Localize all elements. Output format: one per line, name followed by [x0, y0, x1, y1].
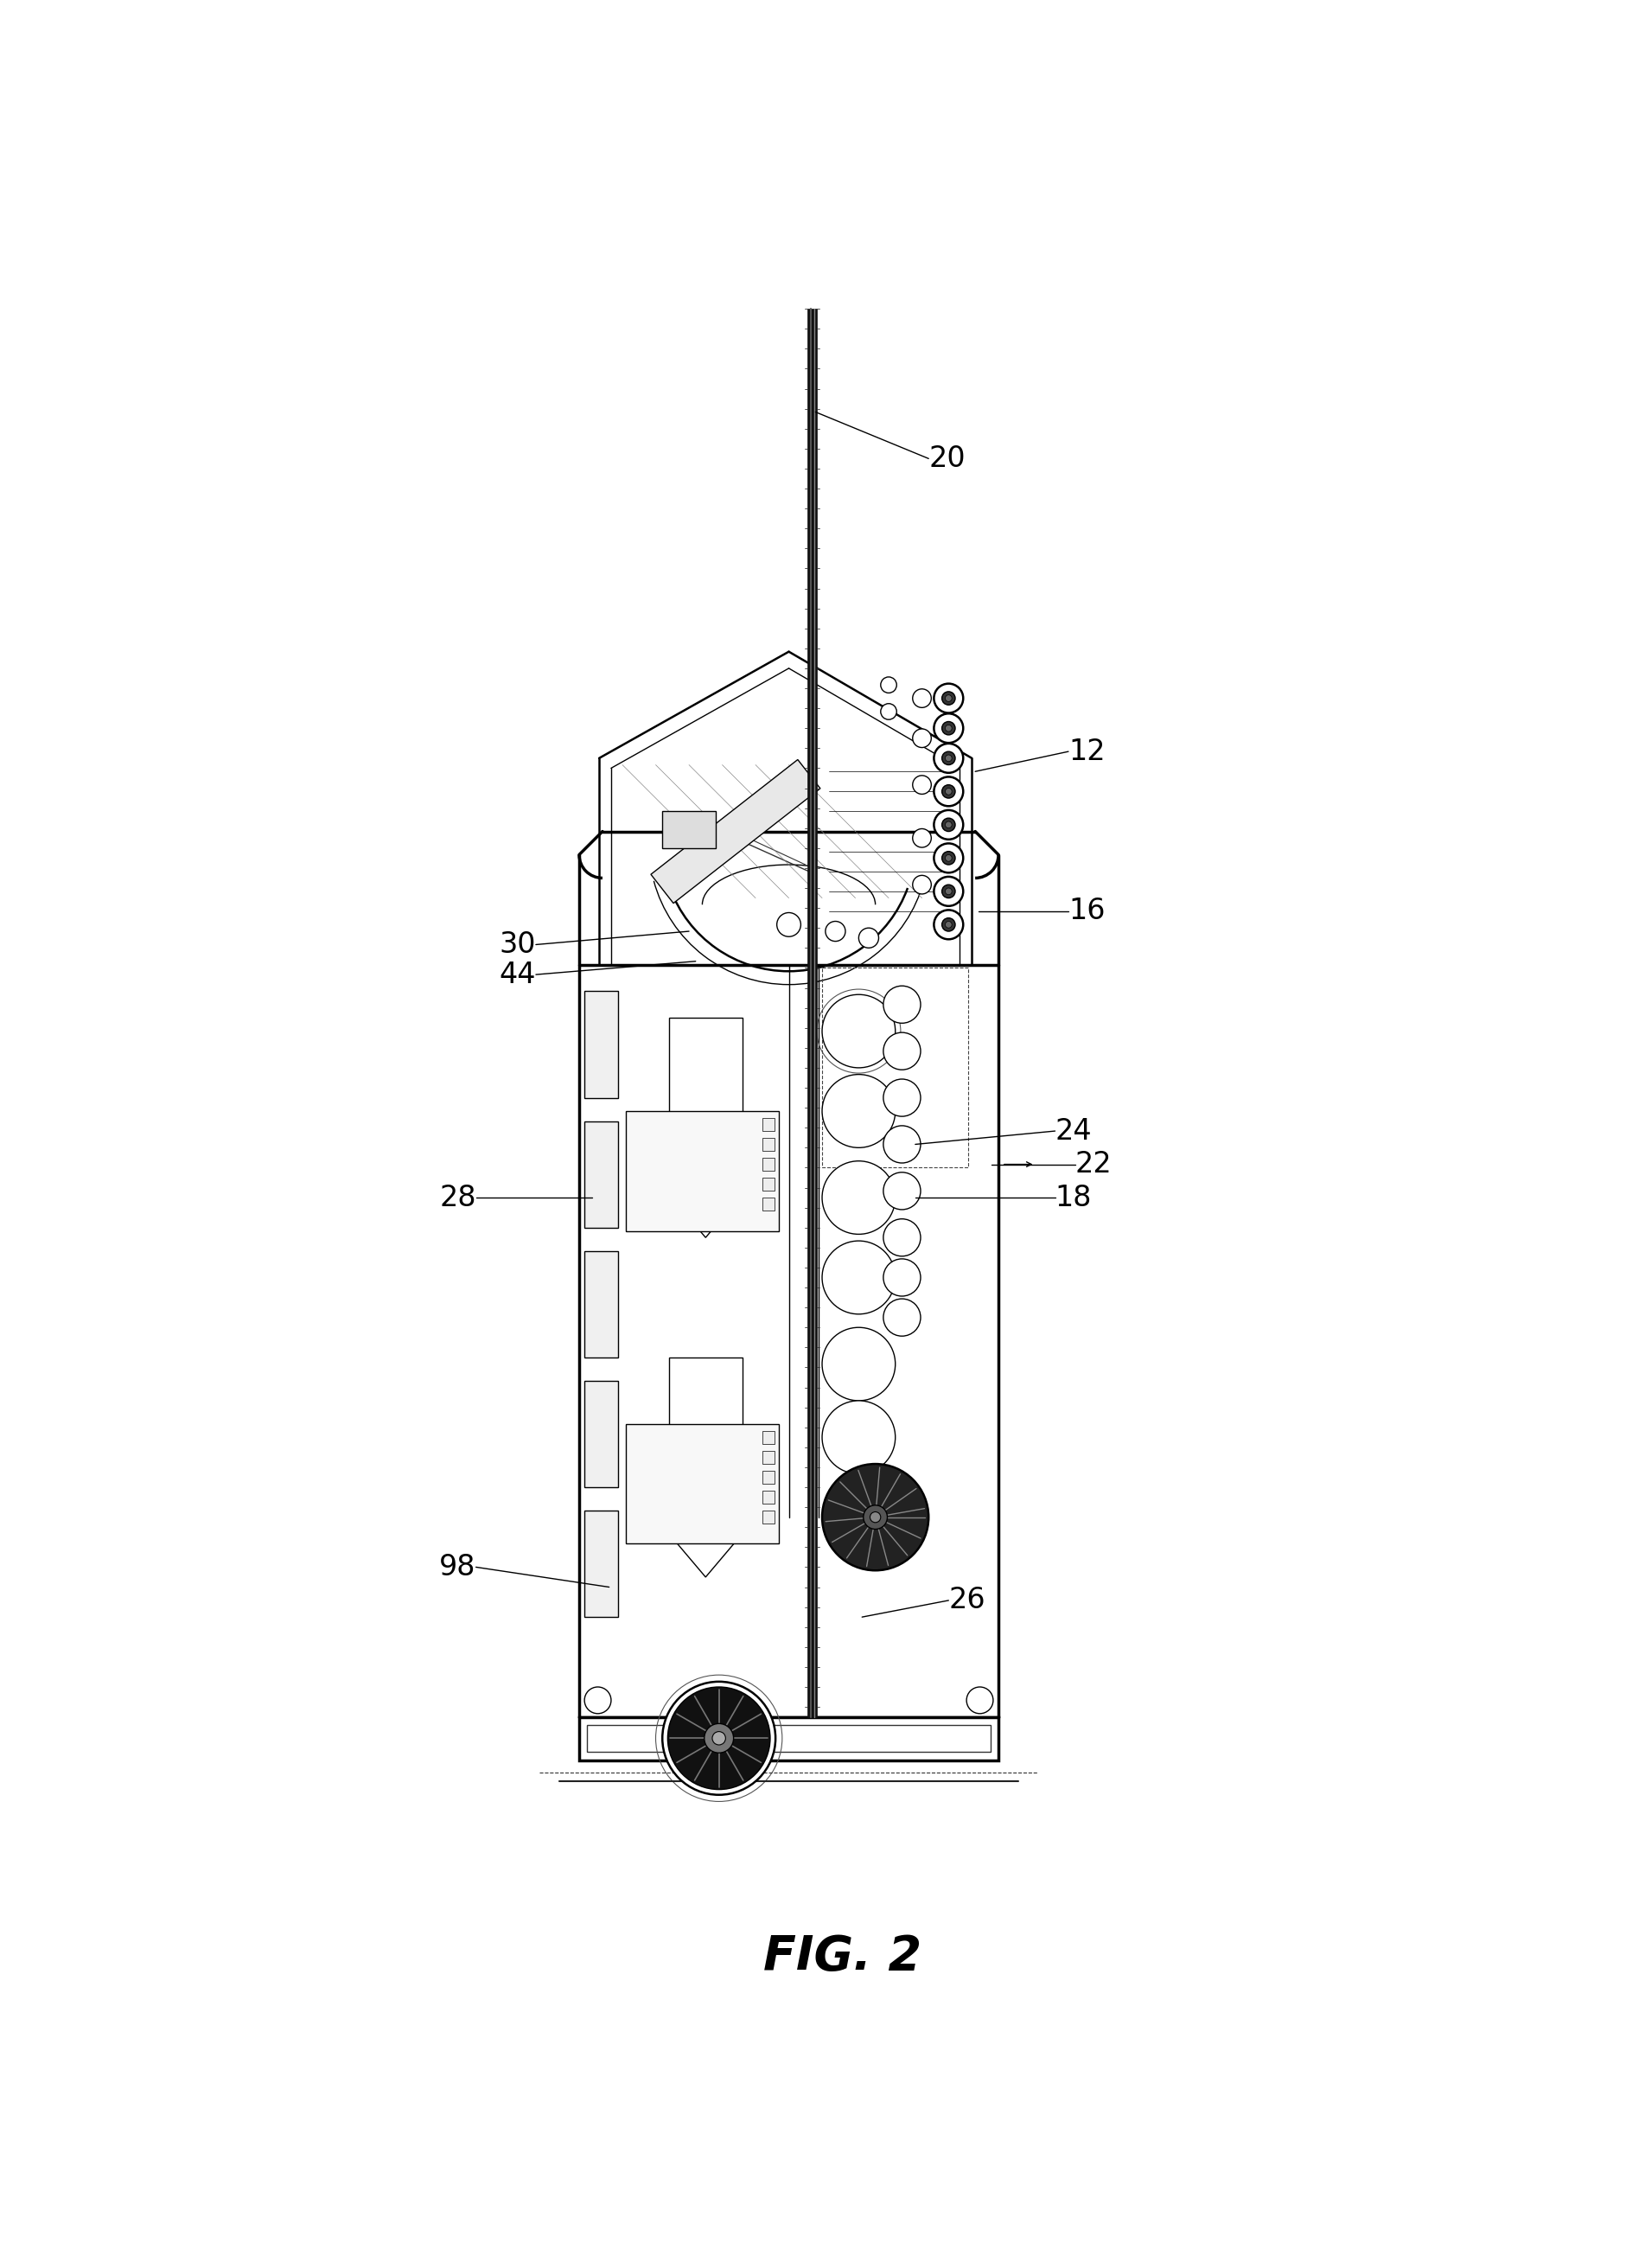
Bar	[762, 1490, 775, 1504]
Bar	[762, 1431, 775, 1445]
Bar	[808, 308, 818, 1717]
Circle shape	[822, 1327, 895, 1402]
Bar	[762, 1118, 775, 1132]
Text: FIG. 2: FIG. 2	[763, 1932, 921, 1980]
Circle shape	[946, 889, 952, 894]
Bar	[822, 968, 969, 1168]
Circle shape	[913, 828, 931, 848]
Circle shape	[663, 1681, 775, 1794]
Circle shape	[946, 694, 952, 701]
Bar	[579, 1717, 999, 1760]
Bar	[762, 1157, 775, 1170]
Circle shape	[668, 1687, 770, 1789]
Circle shape	[776, 912, 801, 937]
Text: 16: 16	[1068, 898, 1105, 925]
Circle shape	[883, 1300, 921, 1336]
Circle shape	[913, 728, 931, 748]
Circle shape	[967, 1687, 994, 1715]
Circle shape	[934, 744, 964, 773]
Text: 28: 28	[439, 1184, 475, 1211]
Circle shape	[913, 689, 931, 708]
Circle shape	[864, 1506, 887, 1529]
Bar	[670, 1018, 742, 1150]
Circle shape	[934, 844, 964, 873]
Circle shape	[934, 810, 964, 839]
Circle shape	[822, 1075, 895, 1148]
Circle shape	[943, 919, 956, 932]
Circle shape	[822, 996, 895, 1068]
Circle shape	[859, 928, 878, 948]
Circle shape	[870, 1513, 880, 1522]
Circle shape	[934, 683, 964, 712]
Circle shape	[946, 855, 952, 862]
Circle shape	[946, 921, 952, 928]
Bar	[762, 1452, 775, 1463]
Circle shape	[943, 751, 956, 764]
Circle shape	[883, 987, 921, 1023]
Circle shape	[883, 1080, 921, 1116]
Circle shape	[704, 1724, 734, 1753]
Polygon shape	[651, 760, 821, 903]
Bar	[587, 1726, 990, 1753]
Circle shape	[883, 1032, 921, 1070]
Bar	[670, 1356, 742, 1490]
Text: 24: 24	[1054, 1116, 1092, 1145]
Text: 26: 26	[949, 1585, 985, 1615]
Text: 30: 30	[498, 930, 536, 959]
Circle shape	[934, 714, 964, 744]
Circle shape	[822, 1402, 895, 1474]
Circle shape	[883, 1173, 921, 1209]
Circle shape	[913, 776, 931, 794]
Bar	[762, 1470, 775, 1483]
Circle shape	[943, 819, 956, 832]
Circle shape	[943, 692, 956, 705]
Circle shape	[822, 1241, 895, 1313]
Circle shape	[934, 909, 964, 939]
Circle shape	[880, 676, 897, 694]
Bar	[584, 1120, 619, 1227]
Bar	[625, 1424, 778, 1545]
Circle shape	[946, 821, 952, 828]
Circle shape	[880, 703, 897, 719]
Text: 98: 98	[439, 1554, 475, 1581]
Text: 18: 18	[1054, 1184, 1092, 1211]
Text: 44: 44	[498, 959, 536, 989]
Bar	[625, 1111, 778, 1232]
Circle shape	[934, 878, 964, 905]
Text: 22: 22	[1076, 1150, 1112, 1179]
Bar	[663, 812, 716, 848]
Circle shape	[822, 1161, 895, 1234]
Bar	[762, 1177, 775, 1191]
Text: 12: 12	[1068, 737, 1105, 767]
Bar	[584, 991, 619, 1098]
Circle shape	[946, 789, 952, 794]
Circle shape	[943, 885, 956, 898]
Circle shape	[913, 875, 931, 894]
Bar	[584, 1381, 619, 1488]
Circle shape	[584, 1687, 610, 1715]
Text: 20: 20	[928, 445, 966, 472]
Bar	[584, 1252, 619, 1356]
Circle shape	[883, 1259, 921, 1295]
Bar	[762, 1510, 775, 1524]
Circle shape	[946, 755, 952, 762]
Circle shape	[943, 721, 956, 735]
Circle shape	[883, 1125, 921, 1163]
Circle shape	[943, 850, 956, 864]
Circle shape	[943, 785, 956, 798]
Circle shape	[822, 1463, 928, 1569]
Circle shape	[946, 726, 952, 733]
Bar	[762, 1139, 775, 1150]
Circle shape	[934, 778, 964, 805]
Circle shape	[712, 1730, 725, 1744]
Circle shape	[883, 1218, 921, 1256]
Circle shape	[826, 921, 846, 941]
Bar	[762, 1198, 775, 1211]
Bar	[584, 1510, 619, 1617]
